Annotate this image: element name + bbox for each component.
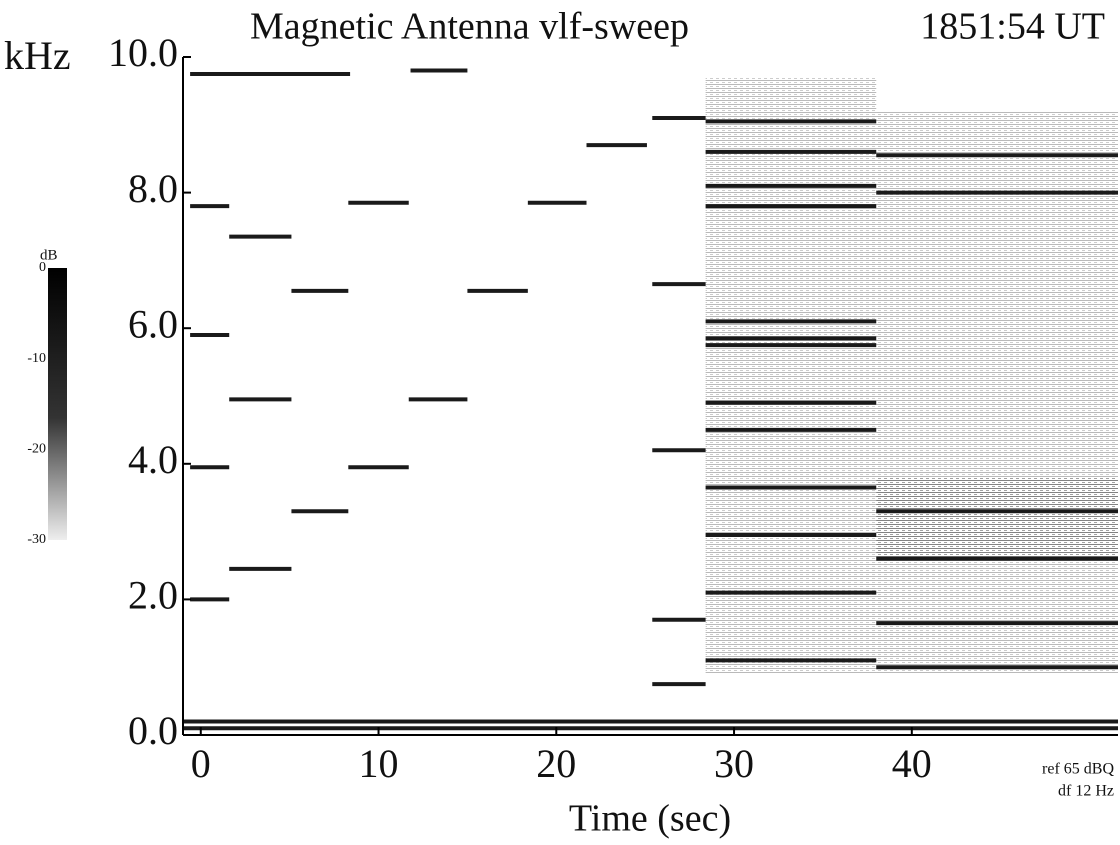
chart-title: Magnetic Antenna vlf-sweep [250,6,689,48]
annotation: df 12 Hz [1058,783,1114,800]
colorbar-tick-label: -10 [27,351,46,366]
y-tick-label: 8.0 [128,166,178,211]
x-tick-label: 20 [536,741,576,786]
y-tick-label: 2.0 [128,573,178,618]
colorbar-tick-label: 0 [39,260,46,275]
noise-band [705,77,877,674]
y-tick-label: 4.0 [128,437,178,482]
plot-area [183,68,1118,731]
noise-band [876,111,1118,674]
colorbar-tick-label: -20 [27,442,46,457]
x-tick-label: 40 [892,741,932,786]
colorbar-tick-label: -30 [27,532,46,547]
x-tick-label: 10 [359,741,399,786]
x-tick-label: 0 [191,741,211,786]
y-unit: kHz [4,33,71,78]
noise-band [876,477,1118,559]
x-tick-label: 30 [714,741,754,786]
x-axis-label: Time (sec) [569,798,731,840]
y-tick-label: 10.0 [108,30,178,75]
time-label: 1851:54 UT [920,6,1105,48]
colorbar-label: dB [40,247,58,263]
annotation: ref 65 dBQ [1042,761,1114,778]
y-tick-label: 6.0 [128,301,178,346]
colorbar [48,268,67,540]
y-tick-label: 0.0 [128,708,178,753]
